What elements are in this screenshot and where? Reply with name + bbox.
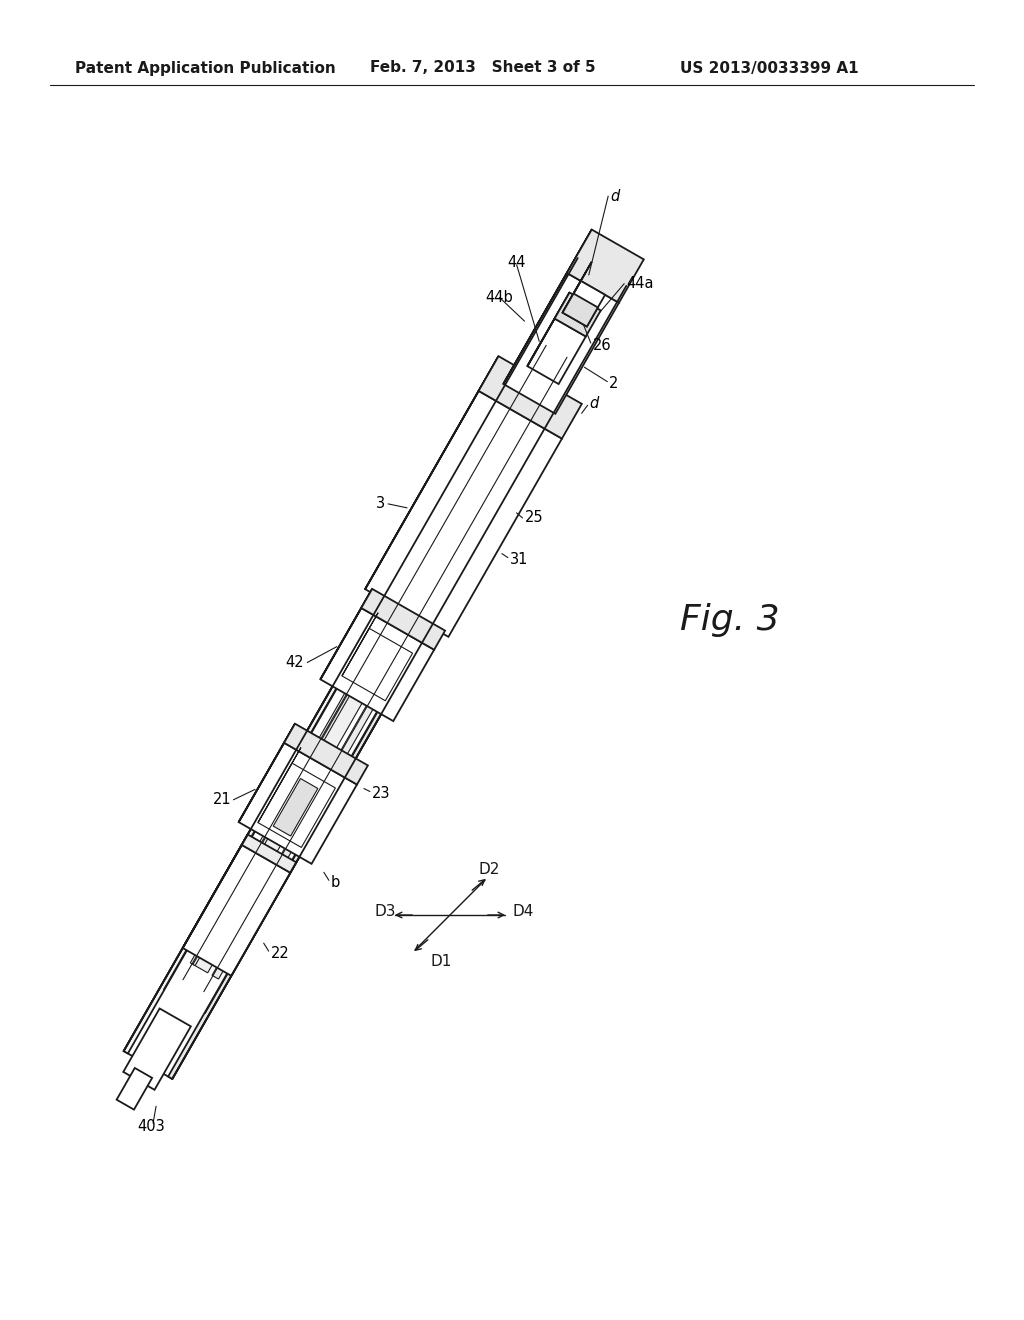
Text: D3: D3 xyxy=(375,904,396,920)
Polygon shape xyxy=(239,743,357,863)
Polygon shape xyxy=(562,281,605,326)
Polygon shape xyxy=(366,391,562,636)
Text: d: d xyxy=(590,396,599,411)
Polygon shape xyxy=(342,628,413,701)
Polygon shape xyxy=(124,259,582,1053)
Text: D2: D2 xyxy=(478,862,500,878)
Text: 2: 2 xyxy=(609,376,618,391)
Polygon shape xyxy=(190,384,539,973)
Text: 403: 403 xyxy=(137,1119,165,1134)
Polygon shape xyxy=(366,356,499,589)
Polygon shape xyxy=(124,259,627,1078)
Polygon shape xyxy=(555,293,601,337)
Text: 44: 44 xyxy=(508,255,526,271)
Text: 44a: 44a xyxy=(627,276,653,292)
Polygon shape xyxy=(258,763,336,847)
Polygon shape xyxy=(321,609,434,721)
Text: 26: 26 xyxy=(593,338,611,352)
Polygon shape xyxy=(342,612,378,676)
Polygon shape xyxy=(504,273,618,413)
Text: Feb. 7, 2013   Sheet 3 of 5: Feb. 7, 2013 Sheet 3 of 5 xyxy=(370,61,596,75)
Polygon shape xyxy=(168,284,627,1078)
Polygon shape xyxy=(527,293,569,366)
Polygon shape xyxy=(242,834,296,873)
Polygon shape xyxy=(212,499,490,979)
Polygon shape xyxy=(321,589,372,680)
Polygon shape xyxy=(568,247,629,302)
Polygon shape xyxy=(284,723,368,784)
Text: Fig. 3: Fig. 3 xyxy=(680,603,780,638)
Polygon shape xyxy=(117,1068,153,1110)
Polygon shape xyxy=(562,293,598,326)
Polygon shape xyxy=(504,230,592,384)
Text: Patent Application Publication: Patent Application Publication xyxy=(75,61,336,75)
Text: D1: D1 xyxy=(430,954,452,969)
Text: US 2013/0033399 A1: US 2013/0033399 A1 xyxy=(680,61,859,75)
Polygon shape xyxy=(567,230,644,302)
Text: 21: 21 xyxy=(213,792,231,808)
Text: 25: 25 xyxy=(524,511,543,525)
Text: 44b: 44b xyxy=(485,290,513,305)
Text: 42: 42 xyxy=(286,655,304,671)
Polygon shape xyxy=(123,1008,190,1090)
Polygon shape xyxy=(193,385,526,966)
Polygon shape xyxy=(182,834,248,948)
Polygon shape xyxy=(258,747,301,822)
Text: 23: 23 xyxy=(372,785,390,801)
Text: 22: 22 xyxy=(270,945,290,961)
Polygon shape xyxy=(527,318,586,384)
Polygon shape xyxy=(273,779,317,836)
Polygon shape xyxy=(239,723,295,822)
Text: D4: D4 xyxy=(512,904,534,920)
Text: b: b xyxy=(331,875,340,890)
Polygon shape xyxy=(361,589,445,649)
Polygon shape xyxy=(478,356,582,438)
Text: 31: 31 xyxy=(510,552,528,568)
Polygon shape xyxy=(562,261,592,313)
Polygon shape xyxy=(182,845,291,975)
Text: d: d xyxy=(610,189,620,203)
Text: 3: 3 xyxy=(376,496,385,511)
